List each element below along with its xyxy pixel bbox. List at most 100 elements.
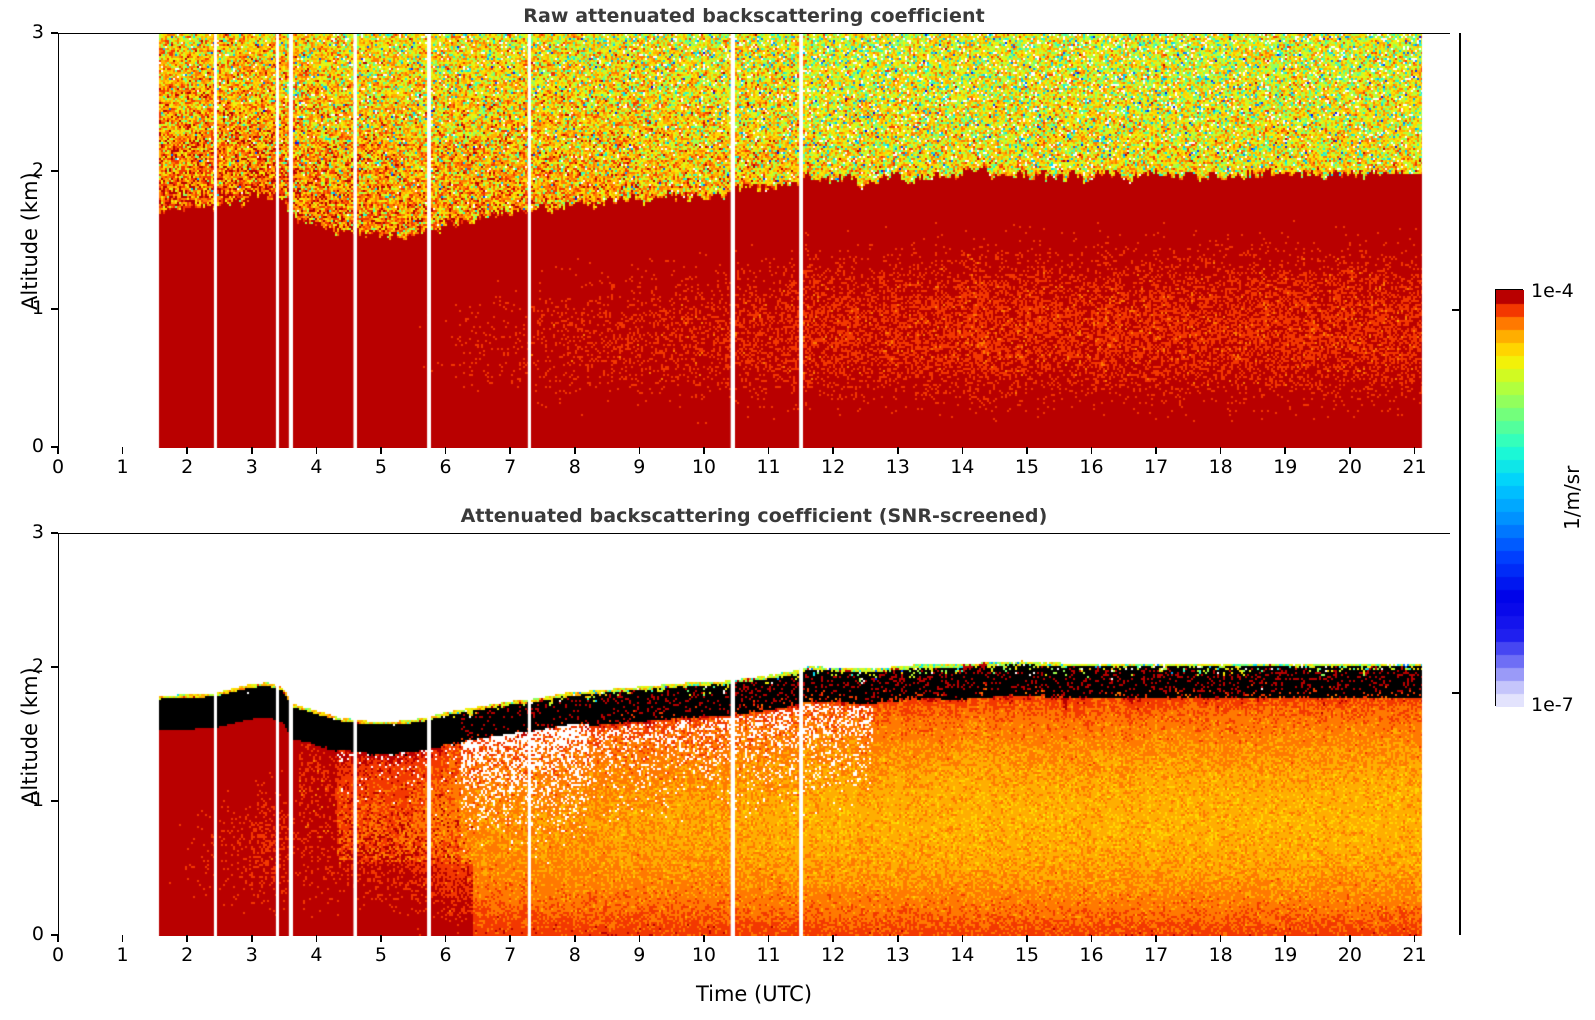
- x-tick-mark: [703, 447, 705, 454]
- colorbar[interactable]: [1495, 289, 1524, 707]
- panel-title-raw: Raw attenuated backscattering coefficien…: [523, 5, 985, 27]
- x-tick-mark: [1284, 447, 1287, 454]
- y-tick-mark: [51, 800, 58, 802]
- x-tick-mark: [380, 935, 382, 942]
- raw-backscatter-axes: [58, 33, 1451, 448]
- x-tick-label: 0: [51, 456, 65, 478]
- x-tick-label: 18: [1208, 456, 1233, 478]
- colorbar-reference-tick-upper: [1452, 309, 1460, 311]
- x-tick-label: 21: [1402, 944, 1427, 966]
- x-tick-label: 15: [1014, 944, 1039, 966]
- x-tick-label: 7: [504, 944, 517, 966]
- x-tick-mark: [1349, 935, 1351, 942]
- x-tick-mark: [315, 447, 318, 454]
- x-tick-mark: [380, 447, 382, 454]
- x-tick-mark: [961, 447, 964, 454]
- x-tick-label: 17: [1144, 456, 1169, 478]
- y-tick-label: 1: [31, 789, 44, 811]
- screened-y-axis-label: Altitude (km): [18, 667, 42, 805]
- raw-backscatter-heatmap: [59, 34, 1451, 448]
- screened-backscatter-heatmap: [59, 534, 1451, 936]
- x-tick-mark: [509, 935, 511, 942]
- y-tick-mark: [51, 446, 58, 448]
- x-tick-label: 12: [821, 944, 846, 966]
- x-tick-mark: [638, 447, 641, 454]
- x-tick-label: 5: [374, 944, 388, 966]
- x-tick-label: 1: [116, 944, 129, 966]
- y-tick-label: 1: [31, 297, 44, 319]
- x-tick-mark: [1413, 447, 1416, 454]
- colorbar-reference-tick-lower: [1452, 692, 1460, 694]
- colorbar-unit-label: 1/m/sr: [1560, 465, 1584, 530]
- x-tick-mark: [638, 935, 641, 942]
- x-tick-label: 14: [950, 944, 975, 966]
- x-tick-label: 15: [1014, 456, 1039, 478]
- x-tick-mark: [832, 935, 834, 942]
- x-tick-label: 17: [1144, 944, 1169, 966]
- x-tick-label: 11: [756, 944, 781, 966]
- x-tick-mark: [767, 935, 770, 942]
- x-tick-mark: [1219, 935, 1222, 942]
- x-tick-label: 19: [1273, 456, 1298, 478]
- x-tick-label: 5: [374, 456, 388, 478]
- y-tick-label: 3: [31, 21, 44, 43]
- x-tick-label: 12: [821, 456, 846, 478]
- x-tick-mark: [573, 447, 576, 454]
- x-tick-label: 13: [885, 944, 910, 966]
- x-tick-mark: [1090, 447, 1093, 454]
- y-tick-mark: [51, 170, 58, 172]
- colorbar-reference-line: [1459, 33, 1461, 935]
- x-tick-label: 14: [950, 456, 975, 478]
- x-tick-label: 2: [181, 456, 194, 478]
- y-tick-mark: [51, 934, 58, 936]
- x-tick-mark: [1155, 447, 1157, 454]
- x-tick-label: 3: [245, 944, 258, 966]
- x-tick-mark: [1090, 935, 1093, 942]
- x-tick-mark: [832, 447, 834, 454]
- x-tick-mark: [1284, 935, 1287, 942]
- x-tick-mark: [767, 447, 770, 454]
- x-tick-label: 11: [756, 456, 781, 478]
- x-tick-label: 21: [1402, 456, 1427, 478]
- x-tick-mark: [896, 935, 899, 942]
- x-tick-mark: [444, 447, 447, 454]
- y-tick-label: 2: [31, 655, 44, 677]
- x-tick-mark: [444, 935, 447, 942]
- y-tick-label: 2: [31, 159, 44, 181]
- x-tick-mark: [961, 935, 964, 942]
- x-axis-label: Time (UTC): [695, 982, 813, 1006]
- y-tick-mark: [51, 532, 58, 534]
- x-tick-mark: [573, 935, 576, 942]
- x-tick-mark: [186, 935, 188, 942]
- x-tick-mark: [1349, 447, 1351, 454]
- x-tick-label: 7: [504, 456, 517, 478]
- raw-y-axis-label: Altitude (km): [18, 172, 42, 310]
- x-tick-mark: [121, 935, 124, 942]
- x-tick-label: 16: [1079, 456, 1104, 478]
- x-tick-label: 10: [691, 456, 717, 478]
- x-tick-label: 20: [1337, 456, 1362, 478]
- x-tick-label: 8: [568, 944, 581, 966]
- x-tick-label: 19: [1273, 944, 1298, 966]
- panel-title-screened: Attenuated backscattering coefficient (S…: [460, 505, 1048, 527]
- x-tick-label: 6: [439, 944, 452, 966]
- x-tick-label: 4: [310, 456, 323, 478]
- x-tick-mark: [509, 447, 511, 454]
- x-tick-label: 18: [1208, 944, 1233, 966]
- x-tick-mark: [121, 447, 124, 454]
- y-tick-label: 3: [31, 521, 44, 543]
- x-tick-mark: [1413, 935, 1416, 942]
- x-tick-mark: [1155, 935, 1157, 942]
- colorbar-gradient: [1496, 290, 1524, 707]
- y-tick-mark: [51, 308, 58, 310]
- x-tick-label: 8: [568, 456, 581, 478]
- x-tick-mark: [186, 447, 188, 454]
- x-tick-label: 9: [633, 456, 646, 478]
- x-tick-label: 4: [310, 944, 323, 966]
- x-tick-label: 20: [1337, 944, 1362, 966]
- x-tick-label: 13: [885, 456, 910, 478]
- x-tick-label: 16: [1079, 944, 1104, 966]
- x-tick-mark: [703, 935, 705, 942]
- x-tick-mark: [1219, 447, 1222, 454]
- y-tick-label: 0: [31, 435, 44, 457]
